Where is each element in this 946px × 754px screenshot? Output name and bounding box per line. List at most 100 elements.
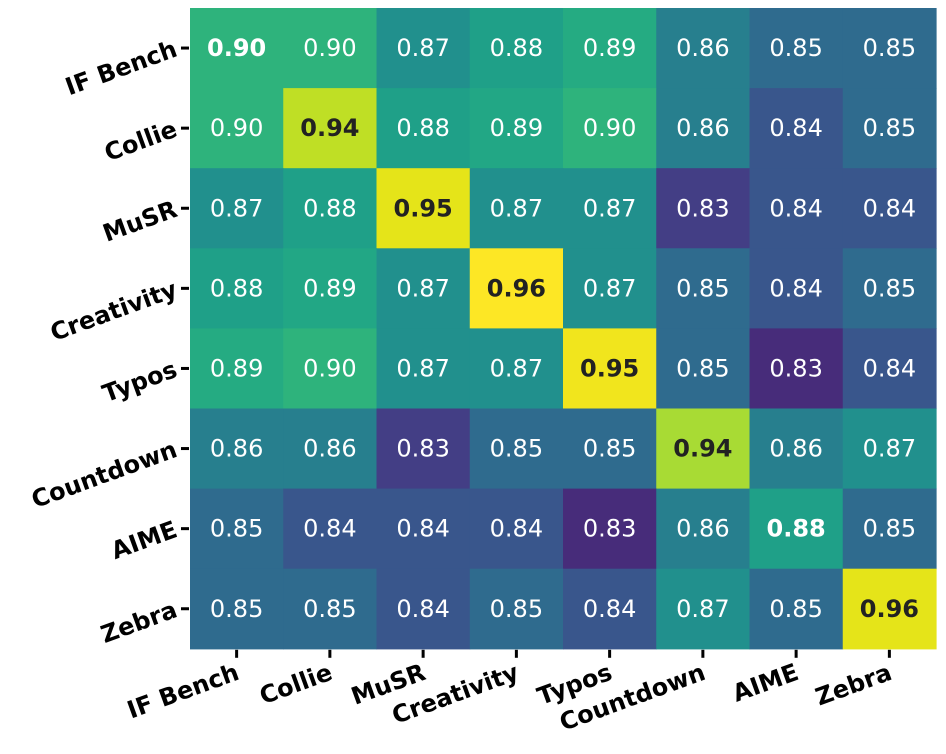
y-tick-label: Countdown — [28, 435, 181, 514]
heatmap-cell-creativity-zebra — [842, 248, 937, 329]
cell-value-label: 0.83 — [396, 435, 449, 463]
heatmap-cell-aime-zebra — [842, 488, 937, 570]
cell-value-label: 0.85 — [863, 34, 916, 62]
heatmap-cell-typos-typos — [563, 328, 657, 410]
heatmap-cell-countdown-aime — [749, 408, 844, 490]
heatmap-cell-countdown-if-bench — [190, 408, 284, 490]
heatmap-cell-typos-countdown — [656, 328, 751, 410]
x-tick-label: Zebra — [812, 658, 896, 711]
heatmap-cell-countdown-musr — [376, 408, 471, 490]
cell-value-label: 0.85 — [769, 595, 822, 623]
x-tick-label: AIME — [729, 658, 802, 707]
heatmap-cell-countdown-zebra — [842, 408, 937, 490]
heatmap-cell-if-bench-typos — [563, 8, 657, 89]
heatmap-cell-musr-creativity — [469, 168, 564, 249]
cell-value-label: 0.86 — [769, 435, 822, 463]
heatmap-cell-collie-creativity — [469, 88, 564, 169]
heatmap-cell-typos-if-bench — [190, 328, 284, 410]
heatmap-cell-collie-if-bench — [190, 88, 284, 169]
heatmap-cell-if-bench-musr — [376, 8, 471, 89]
cell-value-label: 0.94 — [300, 114, 359, 142]
heatmap-cell-aime-collie — [283, 488, 378, 570]
cell-value-label: 0.89 — [490, 114, 543, 142]
cell-value-label: 0.87 — [490, 194, 543, 222]
y-tick-label: Creativity — [47, 275, 182, 347]
heatmap-cell-collie-zebra — [842, 88, 937, 169]
cell-value-label: 0.87 — [210, 194, 263, 222]
heatmap-cell-zebra-musr — [376, 568, 471, 650]
heatmap-cell-musr-countdown — [656, 168, 751, 249]
cell-value-label: 0.85 — [210, 595, 263, 623]
heatmap-cell-musr-typos — [563, 168, 657, 249]
cell-value-label: 0.90 — [210, 114, 263, 142]
cell-value-label: 0.85 — [490, 595, 543, 623]
heatmap-cell-if-bench-countdown — [656, 8, 751, 89]
heatmap-cell-typos-creativity — [469, 328, 564, 410]
heatmap-cell-typos-aime — [749, 328, 844, 410]
cell-value-label: 0.86 — [676, 34, 729, 62]
heatmap-cell-musr-if-bench — [190, 168, 284, 249]
cell-value-label: 0.88 — [767, 515, 826, 543]
heatmap-cell-if-bench-collie — [283, 8, 378, 89]
cell-value-label: 0.86 — [210, 435, 263, 463]
cell-value-label: 0.86 — [303, 435, 356, 463]
heatmap-cell-musr-musr — [376, 168, 471, 249]
y-tick-label: MuSR — [99, 195, 181, 248]
y-tick-label: Zebra — [97, 596, 181, 649]
heatmap-cell-typos-musr — [376, 328, 471, 410]
cell-value-label: 0.96 — [487, 274, 546, 302]
heatmap-cell-zebra-aime — [749, 568, 844, 650]
cell-value-label: 0.84 — [396, 515, 449, 543]
heatmap-cell-creativity-aime — [749, 248, 844, 329]
cell-value-label: 0.89 — [583, 34, 636, 62]
cell-value-label: 0.84 — [303, 515, 356, 543]
cell-value-label: 0.87 — [583, 274, 636, 302]
cell-value-label: 0.85 — [583, 435, 636, 463]
heatmap-cell-typos-collie — [283, 328, 378, 410]
cell-value-label: 0.87 — [676, 595, 729, 623]
heatmap-cell-musr-aime — [749, 168, 844, 249]
cell-value-label: 0.85 — [676, 274, 729, 302]
heatmap-cell-countdown-creativity — [469, 408, 564, 490]
cell-value-label: 0.88 — [210, 274, 263, 302]
cell-value-label: 0.84 — [769, 194, 822, 222]
heatmap-cell-countdown-collie — [283, 408, 378, 490]
cell-value-label: 0.85 — [863, 515, 916, 543]
cell-value-label: 0.90 — [303, 354, 356, 382]
cell-value-label: 0.86 — [676, 515, 729, 543]
y-tick-label: AIME — [108, 515, 181, 564]
cell-value-label: 0.94 — [673, 435, 732, 463]
heatmap-cell-zebra-zebra — [842, 568, 937, 650]
cell-value-label: 0.85 — [490, 435, 543, 463]
heatmap-cell-if-bench-aime — [749, 8, 844, 89]
y-tick-label: Collie — [101, 115, 181, 167]
heatmap-cell-creativity-musr — [376, 248, 471, 329]
heatmap-cell-typos-zebra — [842, 328, 937, 410]
y-tick-label: Typos — [99, 355, 181, 408]
y-axis: IF Bench Collie MuSR Creativity Typos Countdo… — [28, 35, 189, 649]
cell-value-label: 0.96 — [860, 595, 919, 623]
heatmap-cell-collie-aime — [749, 88, 844, 169]
heatmap-cell-if-bench-if-bench — [190, 8, 284, 89]
cell-value-label: 0.85 — [303, 595, 356, 623]
cell-value-label: 0.84 — [769, 274, 822, 302]
x-tick-label: Collie — [256, 658, 336, 710]
heatmap-cell-countdown-countdown — [656, 408, 751, 490]
heatmap-cell-if-bench-creativity — [469, 8, 564, 89]
cell-value-label: 0.84 — [863, 354, 916, 382]
cell-value-label: 0.85 — [863, 114, 916, 142]
heatmap-cell-creativity-collie — [283, 248, 378, 329]
heatmap-cell-musr-zebra — [842, 168, 937, 249]
cell-value-label: 0.87 — [863, 435, 916, 463]
cell-value-label: 0.85 — [863, 274, 916, 302]
cell-value-label: 0.85 — [769, 34, 822, 62]
cell-value-label: 0.86 — [676, 114, 729, 142]
heatmap-cell-aime-creativity — [469, 488, 564, 570]
heatmap-cell-creativity-if-bench — [190, 248, 284, 329]
cell-value-label: 0.87 — [583, 194, 636, 222]
cell-value-label: 0.85 — [676, 354, 729, 382]
heatmap-cell-collie-typos — [563, 88, 657, 169]
heatmap-value-labels: 0.90 0.90 0.87 0.88 0.89 0.86 0.85 0.85 0.90 0.94… — [207, 34, 919, 623]
